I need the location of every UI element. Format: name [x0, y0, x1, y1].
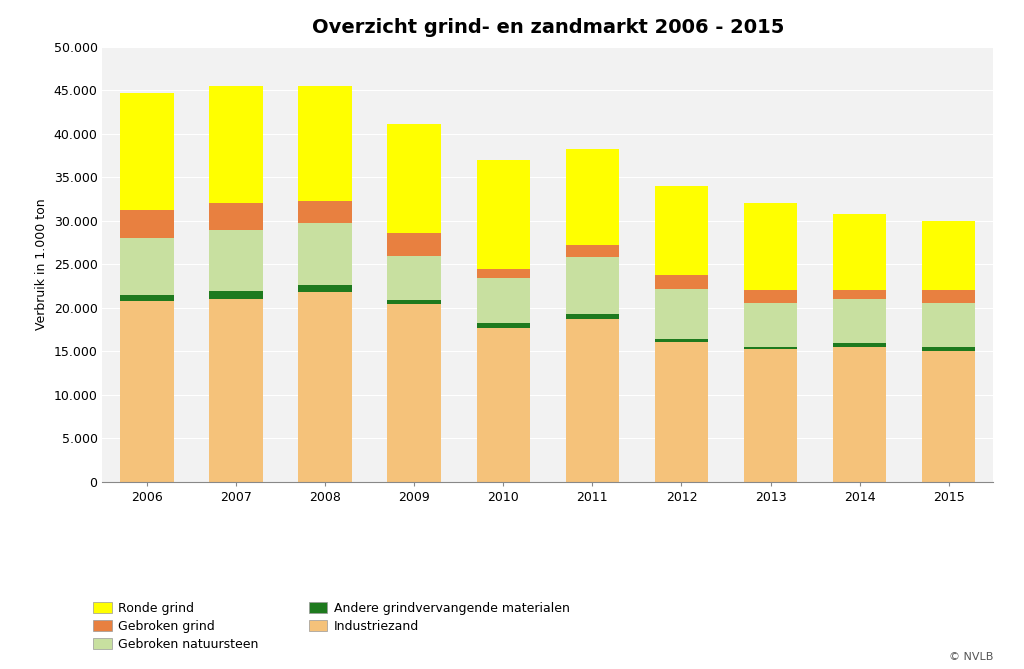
Bar — [833, 214, 887, 290]
Bar — [654, 186, 709, 275]
Bar — [209, 86, 263, 203]
Bar — [743, 290, 798, 303]
Bar — [298, 285, 352, 292]
Y-axis label: Verbruik in 1.000 ton: Verbruik in 1.000 ton — [35, 199, 48, 330]
Bar — [654, 339, 709, 342]
Legend: Ronde grind, Gebroken grind, Gebroken natuursteen, Andere grindvervangende mater: Ronde grind, Gebroken grind, Gebroken na… — [88, 597, 574, 656]
Bar — [209, 203, 263, 230]
Bar — [833, 290, 887, 299]
Bar — [387, 233, 441, 256]
Bar — [476, 278, 530, 323]
Bar — [298, 201, 352, 223]
Bar — [298, 223, 352, 285]
Bar — [565, 149, 620, 245]
Bar — [654, 342, 709, 482]
Bar — [387, 300, 441, 304]
Bar — [833, 299, 887, 343]
Bar — [298, 292, 352, 482]
Bar — [565, 314, 620, 319]
Bar — [833, 347, 887, 482]
Bar — [565, 258, 620, 314]
Bar — [120, 238, 174, 294]
Bar — [922, 347, 976, 351]
Bar — [387, 304, 441, 482]
Bar — [120, 294, 174, 301]
Text: © NVLB: © NVLB — [949, 652, 993, 662]
Bar — [922, 221, 976, 290]
Bar — [209, 230, 263, 291]
Bar — [565, 245, 620, 258]
Bar — [120, 210, 174, 238]
Title: Overzicht grind- en zandmarkt 2006 - 2015: Overzicht grind- en zandmarkt 2006 - 201… — [311, 18, 784, 37]
Bar — [654, 275, 709, 288]
Bar — [387, 124, 441, 233]
Bar — [833, 343, 887, 347]
Bar — [922, 351, 976, 482]
Bar — [654, 288, 709, 339]
Bar — [209, 299, 263, 482]
Bar — [743, 203, 798, 290]
Bar — [476, 323, 530, 328]
Bar — [476, 160, 530, 268]
Bar — [209, 291, 263, 299]
Bar — [743, 303, 798, 347]
Bar — [120, 93, 174, 210]
Bar — [476, 268, 530, 278]
Bar — [922, 290, 976, 303]
Bar — [922, 303, 976, 347]
Bar — [298, 86, 352, 201]
Bar — [565, 319, 620, 482]
Bar — [476, 328, 530, 482]
Bar — [743, 349, 798, 482]
Bar — [120, 301, 174, 482]
Bar — [387, 256, 441, 300]
Bar — [743, 347, 798, 349]
